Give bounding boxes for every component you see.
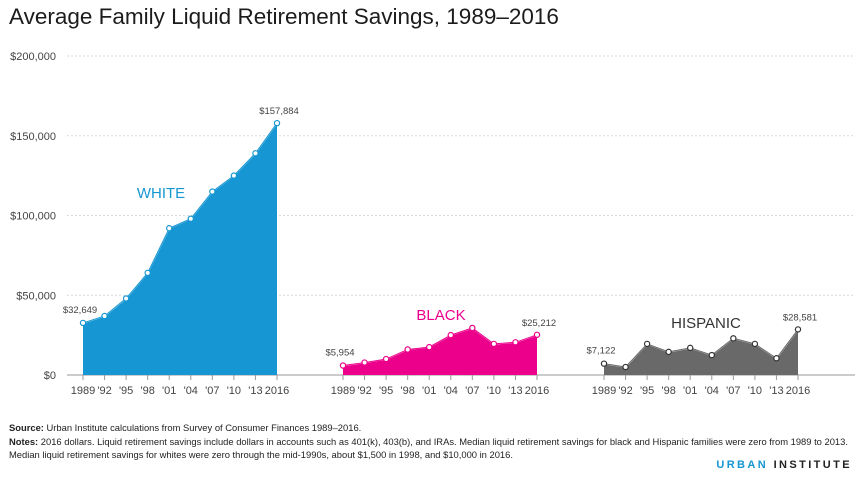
first-value-label: $32,649: [63, 305, 97, 316]
urban-institute-logo: URBAN INSTITUTE: [716, 459, 852, 471]
x-tick-label: '01: [162, 385, 176, 397]
x-tick-label: '92: [618, 385, 632, 397]
x-tick-label: '01: [683, 385, 697, 397]
series-label: BLACK: [416, 307, 465, 324]
series-line-edge: [603, 329, 799, 368]
data-point: [730, 335, 737, 342]
x-tick-label: '98: [140, 385, 154, 397]
data-point: [751, 340, 759, 348]
x-tick-label: '92: [357, 385, 371, 397]
data-point: [708, 351, 715, 359]
x-tick-label: '01: [422, 385, 436, 397]
x-tick-label: '98: [400, 385, 414, 397]
data-point: [273, 119, 281, 127]
x-tick-label: '13: [248, 385, 262, 397]
data-point: [600, 360, 608, 367]
data-point: [144, 269, 151, 277]
data-point: [404, 346, 411, 353]
area-chart: $0$50,000$100,000$150,000$200,0001989'92…: [10, 51, 855, 397]
first-value-label: $5,954: [325, 348, 354, 359]
data-point: [773, 355, 780, 362]
series-label: WHITE: [137, 185, 185, 202]
last-value-label: $157,884: [259, 106, 299, 117]
brand-part2: INSTITUTE: [773, 459, 852, 471]
data-point: [187, 215, 194, 222]
source-label: Source:: [9, 422, 44, 433]
brand-part1: URBAN: [716, 459, 769, 471]
notes-text: 2016 dollars. Liquid retirement savings …: [9, 436, 848, 460]
x-tick-label: 1989: [71, 385, 95, 397]
x-tick-label: '10: [487, 385, 501, 397]
x-tick-label: '98: [661, 385, 675, 397]
data-point: [469, 324, 476, 332]
chart-title: Average Family Liquid Retirement Savings…: [9, 4, 559, 29]
x-tick-label: '10: [227, 385, 241, 397]
source-note: Source: Urban Institute calculations fro…: [9, 422, 854, 435]
x-tick-label: 2016: [265, 385, 289, 397]
data-point: [361, 359, 368, 366]
data-point: [622, 363, 629, 371]
data-point: [490, 340, 498, 348]
x-tick-label: '95: [379, 385, 393, 397]
x-tick-label: '10: [748, 385, 762, 397]
last-value-label: $25,212: [522, 318, 556, 329]
x-tick-label: 2016: [786, 385, 810, 397]
y-tick-label: $0: [44, 370, 56, 382]
series-label: HISPANIC: [671, 315, 741, 332]
x-tick-label: '07: [726, 385, 740, 397]
x-tick-label: '04: [184, 385, 198, 397]
x-tick-label: '07: [465, 385, 479, 397]
data-point: [794, 326, 802, 333]
data-point: [533, 331, 541, 338]
x-tick-label: '04: [444, 385, 458, 397]
data-point: [230, 172, 238, 179]
source-text: Urban Institute calculations from Survey…: [46, 422, 362, 433]
data-point: [512, 339, 519, 346]
y-tick-label: $200,000: [10, 51, 56, 63]
series-line-edge: [82, 122, 278, 324]
data-point: [122, 295, 130, 302]
series-line-edge: [342, 327, 538, 366]
data-point: [643, 340, 651, 348]
y-tick-label: $100,000: [10, 211, 56, 223]
data-point: [687, 344, 694, 352]
x-tick-label: '13: [508, 385, 522, 397]
first-value-label: $7,122: [586, 346, 615, 357]
data-point: [665, 348, 672, 356]
y-tick-label: $150,000: [10, 131, 56, 143]
data-point: [79, 319, 87, 327]
data-point: [101, 312, 108, 320]
data-point: [426, 343, 433, 351]
x-tick-label: '13: [769, 385, 783, 397]
data-point: [339, 362, 347, 369]
data-point: [252, 150, 259, 157]
x-tick-label: '95: [119, 385, 133, 397]
series-area: [343, 327, 537, 375]
x-tick-label: '95: [640, 385, 654, 397]
data-point: [166, 225, 173, 232]
x-tick-label: 2016: [525, 385, 549, 397]
x-tick-label: 1989: [331, 385, 355, 397]
x-tick-label: '92: [97, 385, 111, 397]
notes: Notes: 2016 dollars. Liquid retirement s…: [9, 436, 854, 461]
x-tick-label: '04: [705, 385, 719, 397]
data-point: [382, 355, 390, 363]
y-tick-label: $50,000: [16, 290, 56, 302]
last-value-label: $28,581: [783, 312, 817, 323]
x-tick-label: '07: [205, 385, 219, 397]
data-point: [209, 188, 216, 195]
series-area: [83, 123, 277, 375]
data-point: [447, 331, 454, 339]
notes-label: Notes:: [9, 436, 39, 447]
x-tick-label: 1989: [592, 385, 616, 397]
